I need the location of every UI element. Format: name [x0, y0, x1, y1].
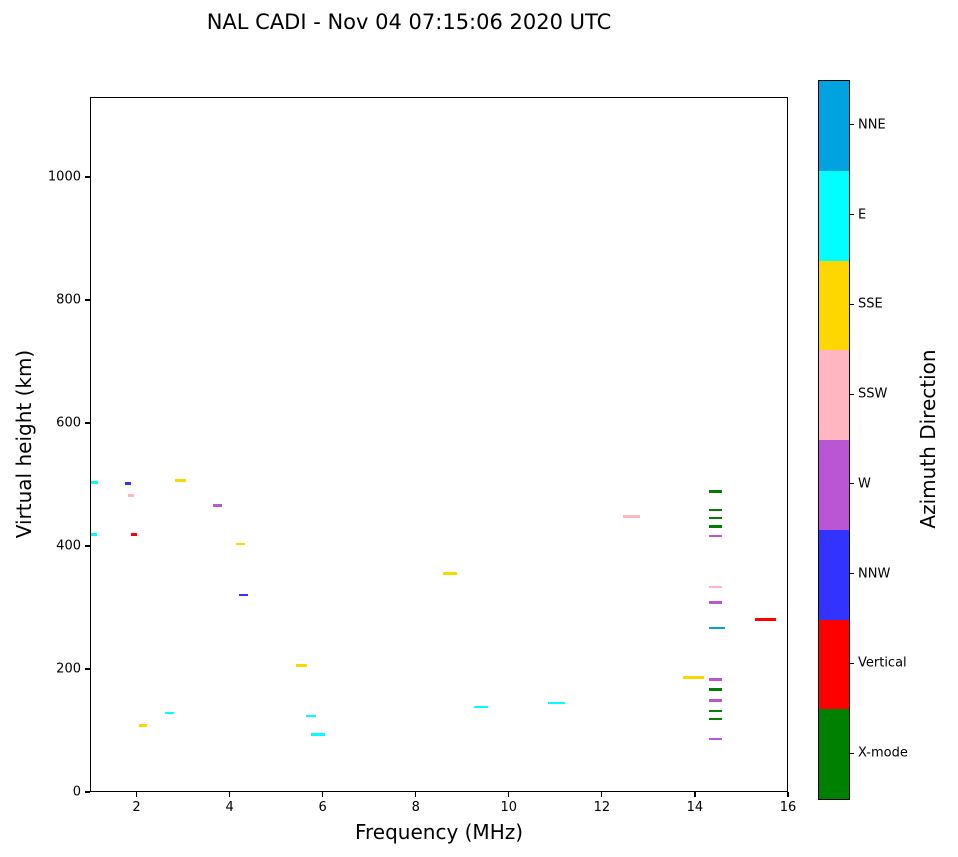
y-tick — [85, 545, 90, 547]
y-tick — [85, 422, 90, 424]
colorbar-tick-label-ssw: SSW — [858, 386, 888, 402]
data-point-x-mode — [708, 709, 722, 713]
data-point-ssw — [127, 494, 135, 497]
x-tick — [787, 792, 789, 797]
x-tick — [322, 792, 324, 797]
colorbar-tick — [850, 662, 854, 664]
data-point-vertical — [755, 618, 777, 621]
data-point-e — [311, 733, 326, 736]
colorbar-tick-label-vertical: Vertical — [858, 655, 907, 671]
data-point-x-mode — [708, 490, 722, 493]
data-point-sse — [295, 664, 307, 667]
colorbar — [818, 80, 850, 800]
x-tick-label: 8 — [411, 800, 420, 815]
x-tick — [601, 792, 603, 797]
data-point-vertical — [131, 533, 137, 536]
plot-area — [90, 97, 788, 792]
colorbar-segment-vertical — [819, 619, 849, 710]
colorbar-tick — [850, 752, 854, 754]
y-tick-label: 0 — [72, 784, 81, 800]
x-tick — [508, 792, 510, 797]
data-point-sse — [443, 572, 458, 575]
y-tick-label: 600 — [56, 415, 81, 431]
y-tick — [85, 791, 90, 793]
y-tick-label: 400 — [56, 538, 81, 554]
data-point-e — [91, 481, 99, 484]
colorbar-tick-label-nne: NNE — [858, 117, 886, 133]
data-point-sse — [683, 676, 705, 679]
colorbar-segment-nnw — [819, 529, 849, 620]
data-point-x-mode — [708, 516, 722, 520]
colorbar-tick-label-nnw: NNW — [858, 566, 891, 582]
y-tick-label: 1000 — [47, 169, 81, 185]
x-tick — [229, 792, 231, 797]
x-tick-label: 14 — [686, 800, 704, 815]
colorbar-segment-sse — [819, 260, 849, 351]
x-tick-label: 4 — [225, 800, 234, 815]
colorbar-tick-label-e: E — [858, 207, 867, 223]
y-tick-label: 800 — [56, 292, 81, 308]
colorbar-segment-w — [819, 440, 849, 531]
chart-title: NAL CADI - Nov 04 07:15:06 2020 UTC — [206, 10, 612, 34]
colorbar-tick — [850, 573, 854, 575]
data-point-w — [212, 504, 223, 508]
y-tick — [85, 668, 90, 670]
x-tick — [135, 792, 138, 797]
colorbar-tick — [850, 124, 854, 126]
colorbar-segment-nne — [819, 81, 849, 172]
data-point-e — [91, 533, 97, 536]
y-tick — [85, 176, 90, 178]
x-axis-label: Frequency (MHz) — [354, 820, 524, 844]
colorbar-segment-ssw — [819, 350, 849, 441]
data-point-x-mode — [708, 508, 722, 512]
data-point-w — [708, 677, 722, 681]
data-point-e — [306, 714, 316, 718]
data-point-sse — [139, 724, 147, 727]
x-tick-label: 16 — [779, 800, 797, 815]
data-point-x-mode — [708, 717, 722, 721]
y-tick-label: 200 — [56, 661, 81, 677]
data-point-nnw — [238, 593, 249, 597]
data-point-e — [547, 701, 565, 705]
x-tick-label: 2 — [132, 800, 141, 815]
data-point-w — [708, 737, 722, 741]
colorbar-segment-e — [819, 170, 849, 261]
colorbar-tick — [850, 214, 854, 216]
x-tick — [415, 792, 417, 797]
colorbar-tick — [850, 393, 854, 395]
y-axis-label: Virtual height (km) — [12, 349, 36, 539]
data-point-e — [164, 711, 174, 715]
y-tick — [85, 299, 90, 301]
data-point-e — [473, 705, 488, 709]
data-point-ssw — [623, 514, 641, 518]
colorbar-segment-x-mode — [819, 709, 849, 799]
data-point-x-mode — [708, 688, 722, 691]
data-point-sse — [236, 542, 246, 546]
data-point-sse — [175, 479, 187, 482]
data-point-w — [708, 601, 722, 604]
colorbar-tick-label-x-mode: X-mode — [858, 745, 908, 761]
colorbar-tick — [850, 303, 854, 305]
colorbar-label: Azimuth Direction — [916, 349, 940, 529]
x-tick-label: 10 — [500, 800, 518, 815]
data-point-ssw — [708, 585, 722, 589]
colorbar-tick — [850, 483, 854, 485]
colorbar-tick-label-w: W — [858, 476, 871, 492]
x-tick-label: 6 — [318, 800, 327, 815]
x-tick-label: 12 — [593, 800, 611, 815]
data-point-nnw — [124, 482, 132, 485]
data-point-w — [708, 534, 722, 538]
colorbar-tick-label-sse: SSE — [858, 296, 883, 312]
data-point-x-mode — [708, 525, 722, 528]
data-point-nne — [708, 626, 725, 630]
data-point-w — [708, 699, 722, 703]
x-tick — [694, 792, 696, 797]
